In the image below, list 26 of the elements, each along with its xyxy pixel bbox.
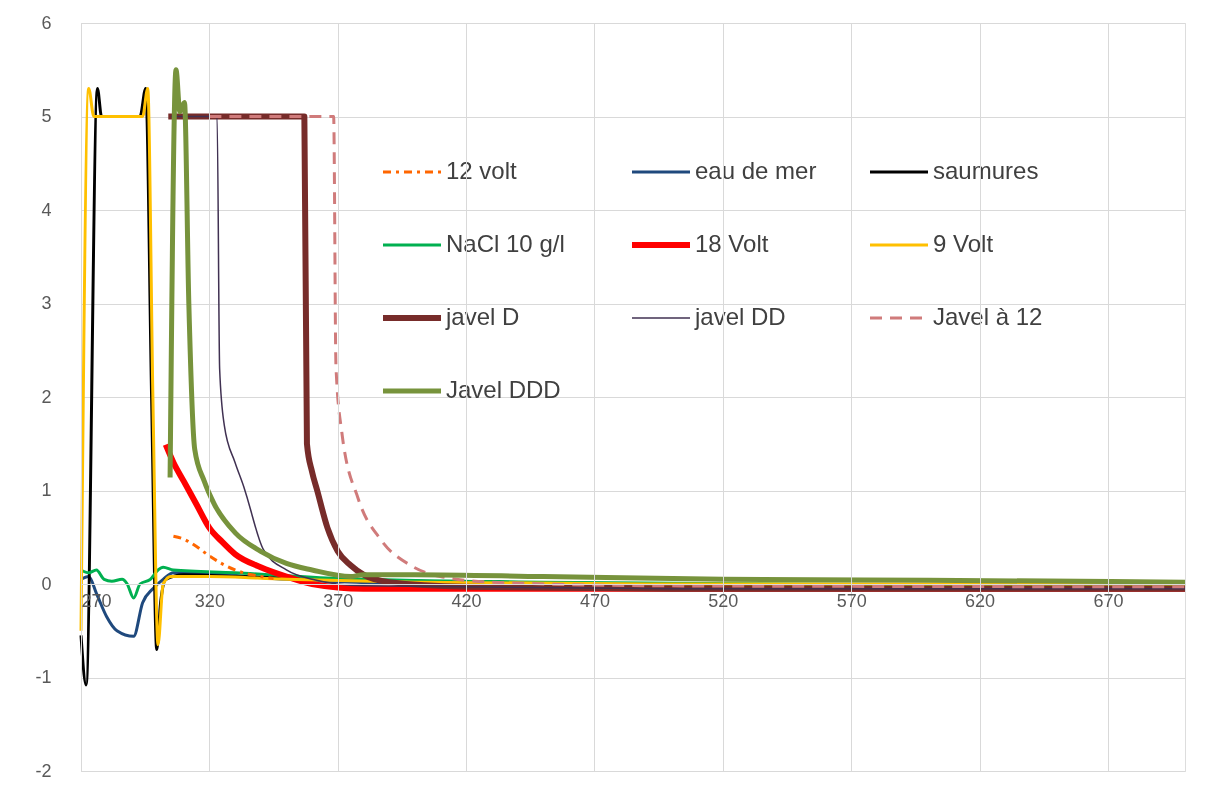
legend-label: 12 volt [446, 157, 518, 184]
x-tick-label: 620 [965, 590, 996, 611]
y-tick-label: 1 [41, 480, 52, 500]
legend-label: 9 Volt [933, 230, 994, 257]
legend-label: Javel à 12 [933, 303, 1043, 330]
x-tick-label: 570 [836, 590, 867, 611]
legend-label: 18 Volt [695, 230, 769, 257]
x-tick-label: 470 [579, 590, 611, 611]
legend-label: javel D [445, 303, 520, 330]
x-tick-label: 520 [708, 590, 739, 611]
x-tick-label: 320 [194, 590, 225, 611]
legend-label: javel DD [694, 303, 786, 330]
y-tick-label: 2 [41, 386, 52, 407]
y-tick-label: 5 [41, 106, 52, 126]
y-tick-label: 3 [41, 293, 52, 313]
legend-label: Javel DDD [446, 376, 561, 403]
x-tick-label: 670 [1093, 590, 1124, 611]
x-tick-label: 420 [451, 590, 482, 611]
legend-label: NaCl 10 g/l [446, 230, 565, 257]
x-tick-label: 370 [323, 590, 354, 611]
legend-label: saumures [933, 157, 1039, 184]
y-tick-label: -2 [35, 760, 52, 781]
y-tick-label: -1 [35, 667, 52, 687]
y-tick-label: 0 [41, 573, 52, 594]
y-tick-label: 6 [41, 12, 52, 33]
y-tick-label: 4 [41, 199, 52, 220]
